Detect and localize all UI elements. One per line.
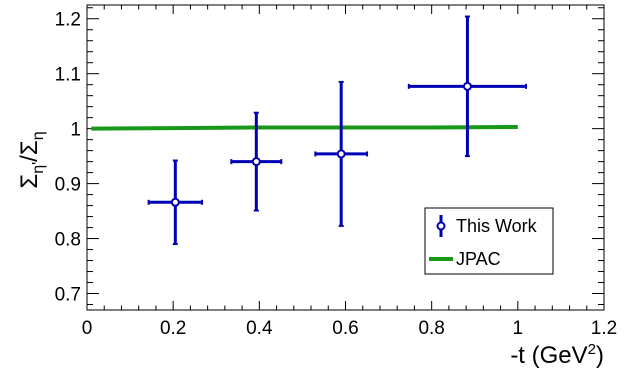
x-tick-label: 0.2 [160,318,186,339]
x-tick-label: 0.4 [246,318,273,339]
y-axis-title: Ση'/Ση [16,131,47,188]
legend-this-work-label: This Work [456,216,538,236]
this-work-point [147,159,204,246]
x-tick-label: 0.6 [332,318,358,339]
axis-ticks [86,5,605,310]
legend-jpac-label: JPAC [456,249,501,269]
y-tick-label: 0.8 [55,230,81,251]
series-layer [91,15,528,246]
data-point-marker [170,197,180,207]
x-tick-labels: 0 0.2 0.4 0.6 0.8 1 1.2 [82,318,618,339]
this-work-point [314,80,369,227]
jpac-line [91,125,518,131]
legend-box [424,207,554,275]
y-tick-label: 0.7 [55,285,81,306]
data-point-marker [251,157,261,167]
this-work-point [230,111,283,212]
data-point-marker [462,81,472,91]
legend: This Work JPAC [424,207,554,275]
x-tick-label: 1 [513,318,524,339]
y-tick-label: 1.2 [55,10,81,31]
legend-this-work-marker [436,221,446,231]
data-point-marker [336,149,346,159]
y-tick-labels: 0.7 0.8 0.9 1 1.1 1.2 [55,10,81,306]
x-tick-label: 0 [82,318,93,339]
x-tick-label: 1.2 [591,318,617,339]
y-tick-label: 1 [70,120,81,141]
y-tick-label: 0.9 [55,175,81,196]
x-tick-label: 0.8 [418,318,444,339]
this-work-point [407,15,528,158]
y-tick-label: 1.1 [55,65,81,86]
x-axis-title: -t (GeV2) [510,341,604,369]
